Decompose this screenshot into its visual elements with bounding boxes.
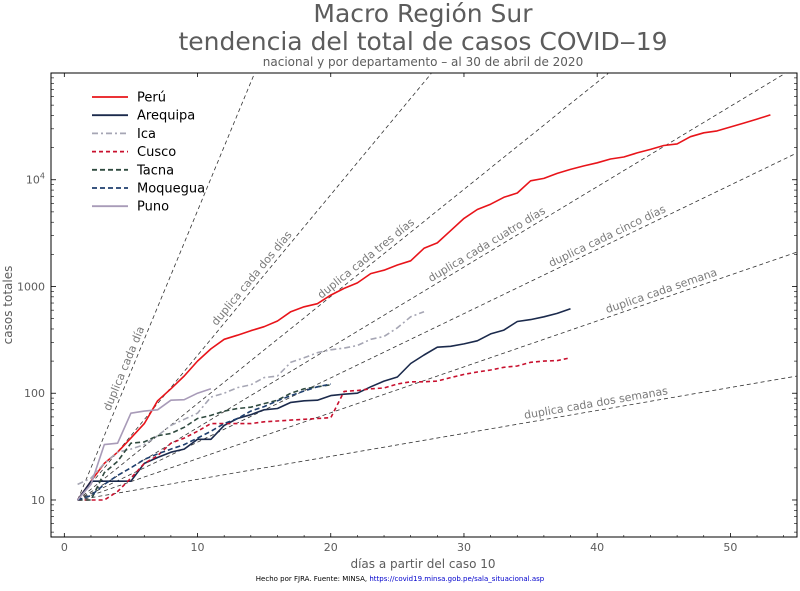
x-tick-label: 0 [61, 541, 68, 554]
reference-label-5: duplica cada cinco días [547, 202, 668, 270]
series-tacna [77, 384, 331, 501]
axes: 0 10 20 30 40 50 10 100 1000 104 [17, 73, 797, 554]
y-axis-label: casos totales [1, 266, 15, 345]
series-per- [76, 114, 771, 501]
legend-label-tacna: Tacna [136, 163, 174, 178]
reference-line-2 [77, 73, 433, 501]
reference-label-14: duplica cada dos semanas [523, 384, 669, 422]
y-tick-label: 104 [26, 172, 45, 187]
reference-line-7 [77, 251, 797, 501]
legend-label-per-: Perú [137, 91, 166, 106]
legend-label-puno: Puno [137, 200, 169, 215]
series-ica [77, 310, 425, 486]
chart-subtitle: tendencia del total de casos COVID‒19 [178, 27, 667, 56]
footer-credit: Hecho por FJRA. Fuente: MINSA, [256, 575, 370, 583]
reference-label-7: duplica cada semana [604, 266, 719, 316]
source-link[interactable]: https://covid19.minsa.gob.pe/sala_situac… [369, 575, 544, 583]
legend-label-ica: Ica [137, 127, 156, 142]
x-tick-label: 40 [590, 541, 604, 554]
y-tick-label: 100 [24, 387, 45, 400]
reference-label-4: duplica cada cuatro días [426, 204, 548, 285]
reference-line-14 [77, 375, 797, 501]
x-tick-label: 20 [324, 541, 338, 554]
series-puno [76, 388, 212, 501]
reference-line-4 [77, 73, 787, 501]
reference-label-2: duplica cada dos días [209, 228, 295, 328]
chart-date-note: nacional y por departamento – al 30 de a… [263, 55, 583, 69]
series-moquegua [77, 383, 331, 501]
series-arequipa [76, 307, 571, 501]
x-tick-label: 10 [191, 541, 205, 554]
x-axis-label: días a partir del caso 10 [350, 557, 495, 571]
reference-label-3: duplica cada tres días [315, 216, 417, 302]
legend-label-arequipa: Arequipa [137, 109, 195, 124]
reference-line-5 [77, 152, 797, 501]
reference-label-1: duplica cada día [101, 324, 148, 412]
x-tick-label: 50 [723, 541, 737, 554]
reference-lines [77, 73, 797, 501]
legend: Perú Arequipa Ica Cusco Tacna Moquegua Puno [92, 91, 205, 215]
series-cusco [77, 357, 571, 501]
y-tick-label: 10 [31, 494, 45, 507]
plot-frame [50, 72, 798, 538]
legend-label-cusco: Cusco [137, 145, 176, 160]
x-tick-label: 30 [457, 541, 471, 554]
reference-line-1 [77, 73, 256, 501]
legend-label-moquegua: Moquegua [137, 182, 205, 197]
reference-line-3 [77, 73, 610, 501]
footer-note: Hecho por FJRA. Fuente: MINSA, https://c… [256, 575, 545, 583]
chart-title: Macro Región Sur [313, 0, 533, 28]
y-tick-label: 1000 [17, 280, 45, 293]
data-series [76, 114, 771, 501]
